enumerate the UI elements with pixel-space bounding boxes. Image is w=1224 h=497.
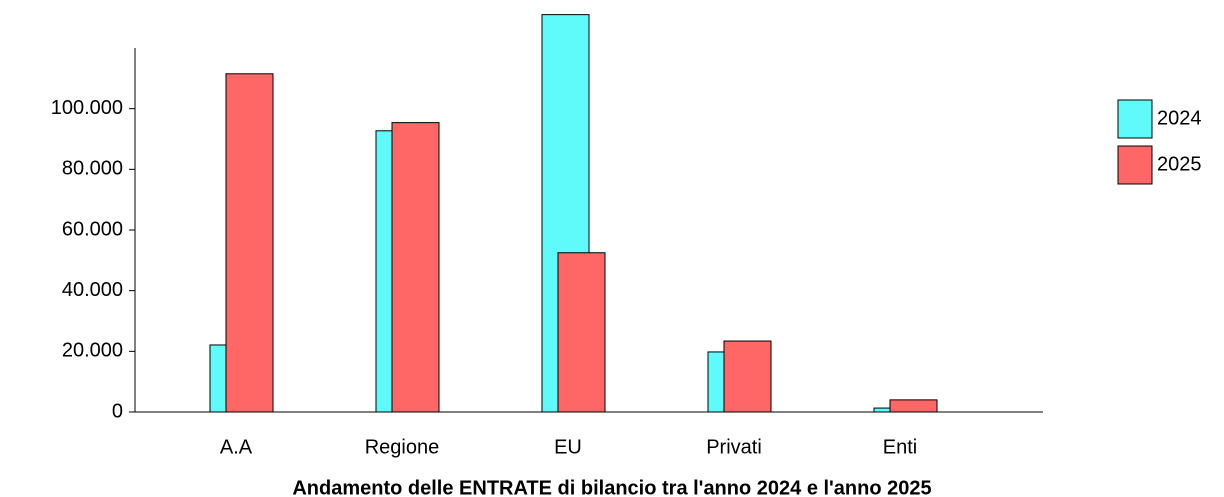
x-tick-label: EU (554, 436, 582, 458)
chart-title: Andamento delle ENTRATE di bilancio tra … (292, 477, 931, 497)
bar (225, 73, 274, 413)
x-tick-label: Privati (706, 436, 762, 458)
legend-swatch (1117, 99, 1153, 139)
x-tick-label: A.A (220, 436, 253, 458)
x-tick-label: Regione (365, 436, 440, 458)
bar (391, 122, 440, 413)
y-tick-label: 20.000 (62, 340, 123, 362)
y-tick-label: 80.000 (62, 158, 123, 180)
bar (723, 340, 772, 413)
y-tick-label: 40.000 (62, 279, 123, 301)
bar (889, 399, 938, 413)
legend-label: 2025 (1157, 153, 1202, 175)
y-tick-label: 60.000 (62, 218, 123, 240)
legend-swatch (1117, 145, 1153, 185)
y-tick-label: 0 (112, 400, 123, 422)
y-tick-label: 100.000 (51, 97, 123, 119)
bar (557, 252, 606, 413)
x-tick-label: Enti (883, 436, 917, 458)
legend-label: 2024 (1157, 107, 1202, 129)
